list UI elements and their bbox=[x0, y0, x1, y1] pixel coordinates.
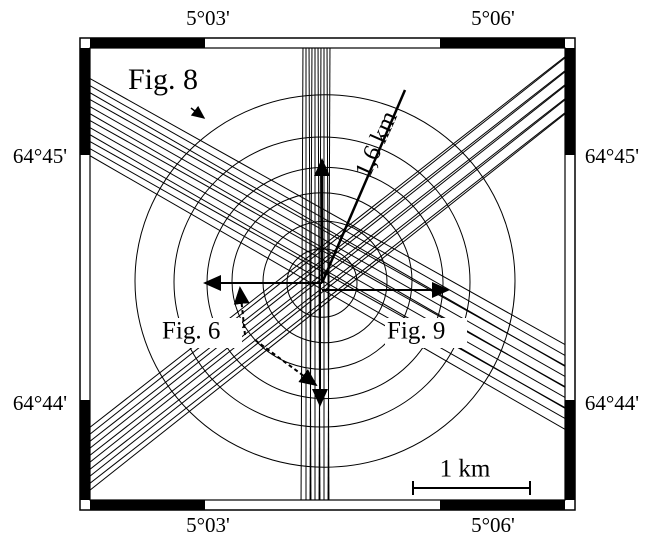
track bbox=[300, 48, 304, 500]
track bbox=[173, 136, 471, 428]
label-bg bbox=[385, 318, 467, 348]
track bbox=[90, 56, 565, 428]
track bbox=[90, 141, 565, 409]
track bbox=[90, 98, 565, 470]
track bbox=[318, 48, 322, 500]
lon-label: 5°06' bbox=[471, 513, 515, 537]
lat-label: 64°44' bbox=[585, 391, 639, 415]
fig6-label: Fig. 6 bbox=[162, 318, 220, 345]
track bbox=[90, 85, 565, 463]
lon-label: 5°03' bbox=[186, 513, 230, 537]
track bbox=[90, 71, 565, 449]
lat-label: 64°45' bbox=[13, 144, 67, 168]
track bbox=[309, 48, 313, 500]
track bbox=[90, 85, 565, 357]
track bbox=[90, 106, 565, 378]
track bbox=[90, 120, 565, 388]
scale-bar bbox=[412, 481, 531, 495]
track bbox=[90, 148, 565, 420]
scale-label: 1 km bbox=[440, 456, 491, 483]
arrows bbox=[190, 89, 450, 407]
lat-label: 64°45' bbox=[585, 144, 639, 168]
track bbox=[90, 112, 565, 484]
scale-bg bbox=[415, 458, 515, 484]
lat-label: 64°44' bbox=[13, 391, 67, 415]
track bbox=[90, 70, 565, 442]
track bbox=[90, 99, 565, 477]
track bbox=[90, 99, 565, 367]
lon-label: 5°03' bbox=[186, 6, 230, 30]
survey-tracks bbox=[90, 48, 565, 500]
track bbox=[134, 94, 516, 468]
frame-ticks bbox=[80, 38, 575, 510]
track bbox=[90, 78, 565, 346]
fig9-label: Fig. 9 bbox=[387, 318, 445, 345]
track bbox=[90, 113, 565, 491]
fig8-label: Fig. 8 bbox=[128, 63, 198, 96]
lon-label: 5°06' bbox=[471, 6, 515, 30]
track bbox=[90, 57, 565, 435]
track bbox=[90, 84, 565, 456]
track bbox=[90, 155, 565, 430]
label-bg bbox=[160, 318, 242, 348]
